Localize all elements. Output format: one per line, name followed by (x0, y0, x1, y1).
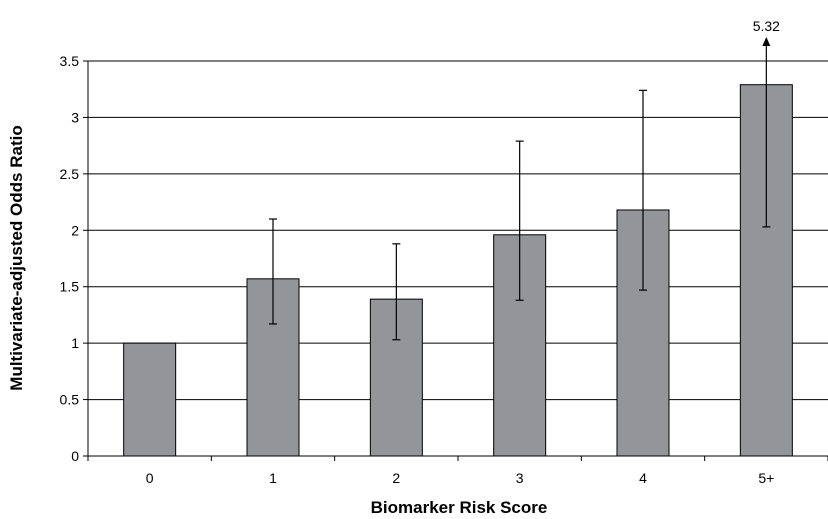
error-arrow-5 (762, 37, 771, 46)
grid-lines (88, 60, 828, 401)
y-tick-label-4: 2 (71, 222, 79, 238)
x-tick-label-3: 3 (516, 470, 524, 486)
y-tick-label-6: 3 (71, 109, 79, 125)
x-tick-labels: 0 1 2 3 4 5+ (146, 470, 775, 486)
bar-0 (123, 342, 177, 457)
x-tick-label-0: 0 (146, 470, 154, 486)
axes (83, 60, 828, 461)
y-tick-label-0: 0 (71, 448, 79, 464)
x-axis-title: Biomarker Risk Score (371, 498, 548, 517)
y-tick-label-3: 1.5 (60, 279, 80, 295)
y-tick-label-2: 1 (71, 335, 79, 351)
x-tick-label-5: 5+ (758, 470, 774, 486)
error-bars (269, 37, 771, 341)
bars (123, 84, 793, 457)
y-tick-label-7: 3.5 (60, 53, 80, 69)
y-tick-label-5: 2.5 (60, 166, 80, 182)
x-tick-label-1: 1 (269, 470, 277, 486)
y-tick-label-1: 0.5 (60, 392, 80, 408)
x-tick-label-2: 2 (392, 470, 400, 486)
y-axis-title: Multivariate-adjusted Odds Ratio (7, 125, 26, 390)
x-tick-label-4: 4 (639, 470, 647, 486)
annotation-label: 5.32 (753, 18, 780, 34)
y-tick-labels: 0 0.5 1 1.5 2 2.5 3 3.5 (60, 53, 80, 464)
